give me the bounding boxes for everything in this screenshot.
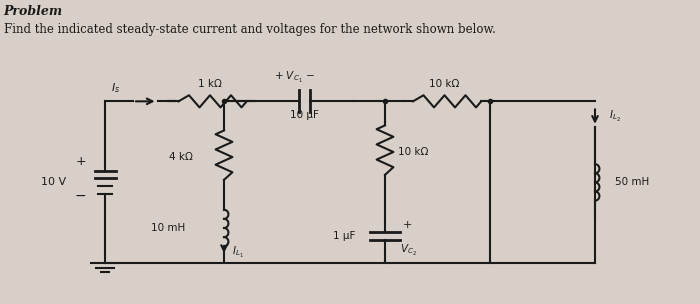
Text: 1 μF: 1 μF [333, 231, 356, 240]
Text: 1 kΩ: 1 kΩ [198, 79, 222, 89]
Text: + $V_{C_1}$ −: + $V_{C_1}$ − [274, 70, 314, 85]
Text: +: + [402, 220, 412, 230]
Text: Find the indicated steady-state current and voltages for the network shown below: Find the indicated steady-state current … [4, 23, 496, 36]
Text: 10 kΩ: 10 kΩ [429, 79, 460, 89]
Text: $V_{C_2}$: $V_{C_2}$ [400, 243, 417, 258]
Text: 10 kΩ: 10 kΩ [398, 147, 428, 157]
Text: 10 mH: 10 mH [151, 223, 186, 233]
Text: $I_s$: $I_s$ [111, 81, 120, 95]
Text: 4 kΩ: 4 kΩ [169, 152, 192, 162]
Text: 10 V: 10 V [41, 178, 66, 187]
Text: $I_{L_1}$: $I_{L_1}$ [232, 245, 244, 260]
Text: 10 μF: 10 μF [290, 109, 319, 119]
Text: −: − [75, 189, 86, 203]
Text: 50 mH: 50 mH [615, 178, 649, 187]
Text: Problem: Problem [4, 5, 62, 18]
Text: +: + [75, 155, 86, 168]
Text: $I_{L_2}$: $I_{L_2}$ [609, 109, 621, 124]
